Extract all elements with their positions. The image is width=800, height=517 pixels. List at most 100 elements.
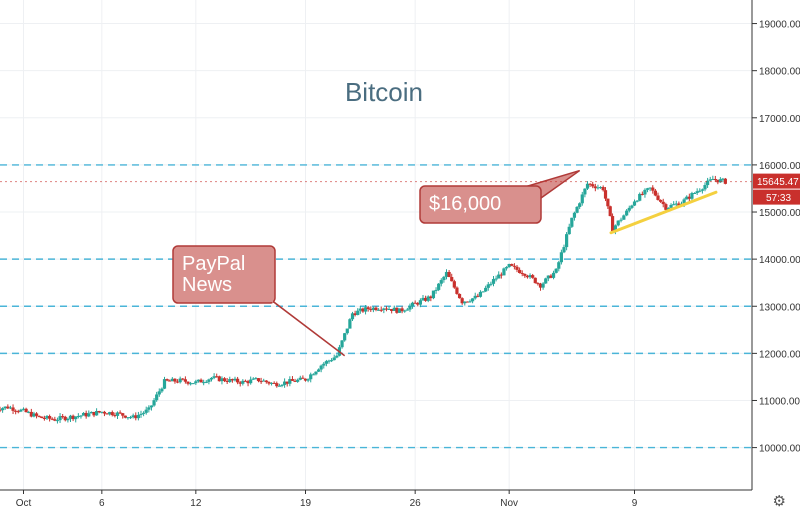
candle-body — [3, 406, 7, 409]
candle-body — [598, 187, 603, 189]
candle-body — [76, 416, 80, 418]
candle-body — [21, 408, 26, 410]
candle-body — [32, 413, 36, 417]
candle-body — [165, 379, 169, 381]
candle-body — [700, 189, 704, 191]
candle-body — [672, 204, 676, 206]
candle-body — [366, 307, 370, 310]
candle-body — [593, 186, 597, 189]
candle-body — [588, 183, 592, 185]
callout-text: News — [182, 274, 232, 296]
candle-body — [400, 308, 404, 312]
time-tick-label: 26 — [410, 498, 422, 509]
candle-body — [236, 378, 240, 383]
candle-body — [350, 313, 355, 320]
candle-body — [353, 313, 357, 316]
candle-body — [29, 411, 33, 417]
candle-body — [687, 196, 691, 199]
candle-body — [416, 303, 420, 305]
candle-body — [314, 371, 318, 375]
candle-body — [220, 378, 224, 382]
candle-body — [685, 196, 689, 200]
callout-text: $16,000 — [429, 193, 501, 215]
candle-body — [95, 411, 99, 416]
candle-body — [426, 296, 430, 301]
candle-body — [557, 262, 561, 269]
candle-body — [659, 199, 663, 202]
candle-body — [259, 381, 263, 383]
candle-body — [108, 412, 112, 415]
candle-body — [251, 378, 255, 380]
candle-body — [591, 184, 595, 187]
candle-body — [356, 310, 360, 316]
candle-body — [476, 295, 480, 297]
candle-body — [225, 380, 229, 382]
candle-body — [272, 382, 276, 384]
candle-body — [105, 413, 109, 415]
candle-body — [608, 206, 612, 217]
candle-body — [497, 274, 501, 279]
candle-body — [186, 381, 190, 384]
settings-gear-icon[interactable]: ⚙ — [772, 493, 786, 510]
candle-body — [233, 378, 237, 381]
candle-body — [115, 412, 120, 416]
candle-body — [8, 407, 13, 409]
candle-body — [121, 413, 125, 416]
candle-body — [296, 379, 300, 382]
candle-body — [14, 410, 18, 412]
candle-body — [55, 420, 60, 422]
candle-body — [262, 380, 266, 382]
candle-body — [541, 283, 545, 288]
candle-body — [405, 309, 409, 311]
candle-body — [463, 301, 467, 304]
candle-body — [648, 187, 652, 189]
candle-body — [27, 411, 31, 413]
candle-body — [567, 226, 571, 235]
candle-body — [674, 203, 678, 205]
candle-body — [194, 381, 198, 384]
candle-body — [491, 279, 496, 284]
candle-body — [81, 412, 86, 416]
candle-body — [437, 283, 441, 290]
candle-body — [238, 382, 242, 384]
candle-body — [507, 264, 511, 268]
candle-body — [48, 416, 52, 419]
candle-body — [698, 190, 702, 192]
candle-body — [512, 265, 516, 267]
candle-body — [421, 297, 425, 301]
candle-body — [144, 409, 148, 413]
candle-body — [134, 415, 138, 419]
candle-body — [363, 307, 368, 312]
candle-body — [212, 376, 216, 378]
candle-body — [162, 379, 167, 389]
candle-body — [502, 268, 506, 276]
candle-body — [531, 275, 535, 278]
candle-body — [572, 212, 577, 218]
candle-body — [149, 405, 154, 408]
candle-body — [118, 412, 122, 414]
candle-body — [1, 408, 5, 411]
candle-body — [515, 266, 519, 270]
candle-body — [74, 416, 78, 420]
candle-body — [638, 193, 642, 201]
candle-body — [554, 268, 558, 273]
price-tick-label: 14000.00 — [759, 255, 800, 266]
candle-body — [549, 275, 553, 278]
callout-seam — [258, 292, 273, 303]
candle-body — [126, 417, 130, 419]
candle-body — [128, 417, 133, 419]
candle-body — [42, 418, 46, 420]
candle-body — [230, 379, 234, 381]
candle-body — [510, 264, 514, 266]
candle-body — [275, 383, 279, 387]
candle-body — [283, 381, 287, 385]
candle-body — [173, 378, 177, 382]
callout-box — [419, 185, 542, 224]
candle-body — [280, 384, 284, 386]
candle-body — [87, 413, 91, 417]
price-tick-label: 18000.00 — [759, 67, 800, 78]
price-tick-label: 15000.00 — [759, 208, 800, 219]
